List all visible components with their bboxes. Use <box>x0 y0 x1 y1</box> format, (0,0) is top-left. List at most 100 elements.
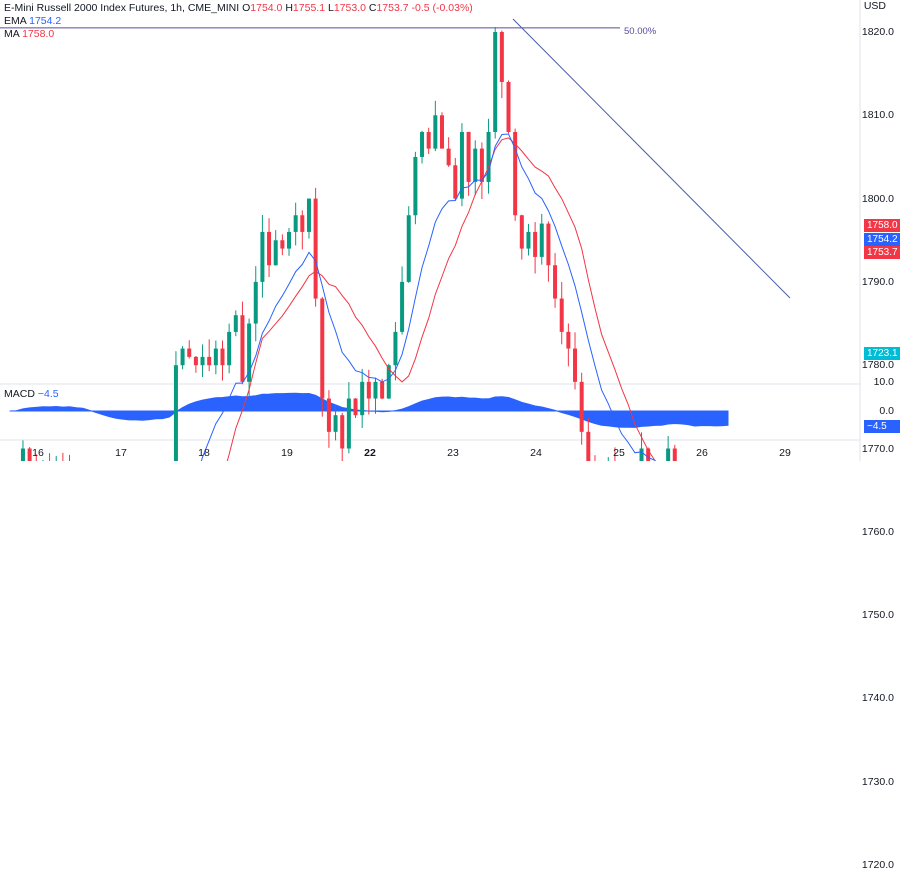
ma-line[interactable] <box>10 137 728 461</box>
candle-body <box>546 223 551 266</box>
time-tick: 29 <box>779 447 791 459</box>
candle-body <box>553 265 558 299</box>
candle-body <box>200 356 205 366</box>
candle-body <box>586 431 591 461</box>
candle-body <box>446 148 451 166</box>
candle-body <box>499 32 504 82</box>
price-tick: 1780.0 <box>861 359 894 372</box>
candle-body <box>579 381 584 432</box>
candle-body <box>380 381 385 399</box>
candle-body <box>287 231 292 249</box>
candle-body <box>539 223 544 257</box>
candle-body <box>187 348 192 357</box>
indicators <box>10 133 728 461</box>
ma-label: MA <box>4 28 20 40</box>
candle-body <box>326 398 331 432</box>
time-tick: 16 <box>32 447 44 459</box>
candle-body <box>280 240 285 249</box>
candle-body <box>247 323 252 382</box>
ma-value: 1758.0 <box>22 28 55 40</box>
symbol-title[interactable]: E-Mini Russell 2000 Index Futures, 1h, C… <box>4 2 240 14</box>
candle-body <box>433 115 438 149</box>
candle-body <box>300 215 305 232</box>
candle-body <box>207 356 212 366</box>
candles <box>20 27 677 461</box>
candle-body <box>360 381 365 416</box>
time-tick: 18 <box>198 447 210 459</box>
time-tick: 17 <box>115 447 127 459</box>
change-value: -0.5 (-0.03%) <box>411 2 473 14</box>
price-tick: 1800.0 <box>861 192 894 205</box>
candle-body <box>313 198 318 299</box>
time-tick: 25 <box>613 447 625 459</box>
candle-body <box>639 448 644 461</box>
low-label: L <box>327 2 334 14</box>
time-tick: 23 <box>447 447 459 459</box>
candle-body <box>340 415 345 449</box>
last-price-tag: 1753.7 <box>864 246 900 259</box>
candle-body <box>559 298 564 332</box>
chart-legend: E-Mini Russell 2000 Index Futures, 1h, C… <box>4 2 473 41</box>
candle-body <box>233 315 238 332</box>
low-value: 1753.0 <box>333 2 366 14</box>
candle-body <box>267 231 272 266</box>
candle-body <box>566 331 571 349</box>
legend-ema-row[interactable]: EMA 1754.2 <box>4 15 473 28</box>
candle-body <box>227 331 232 366</box>
candle-body <box>666 448 671 461</box>
candle-body <box>426 131 431 149</box>
candle-body <box>513 131 518 216</box>
price-tick: 1750.0 <box>861 609 894 622</box>
macd-value: −4.5 <box>37 388 59 400</box>
chart-canvas[interactable] <box>0 0 900 461</box>
candle-body <box>20 448 25 461</box>
close-value: 1753.7 <box>376 2 409 14</box>
price-tick: 1790.0 <box>861 275 894 288</box>
candle-body <box>373 381 378 399</box>
macd-tick: 0.0 <box>879 405 894 417</box>
candle-body <box>366 381 371 399</box>
candle-body <box>413 156 418 216</box>
high-label: H <box>285 2 293 14</box>
candle-body <box>573 348 578 382</box>
candle-body <box>672 448 677 461</box>
ma-price-tag: 1758.0 <box>864 219 900 232</box>
price-tick: 1730.0 <box>861 775 894 788</box>
candle-body <box>180 348 185 366</box>
candle-body <box>473 148 478 182</box>
candle-body <box>346 398 351 449</box>
candle-body <box>273 240 278 266</box>
candle-body <box>646 448 651 461</box>
candle-body <box>213 348 218 366</box>
price-tick: 1760.0 <box>861 525 894 538</box>
drawings <box>0 18 791 299</box>
candle-body <box>466 131 471 182</box>
candle-body <box>260 231 265 282</box>
open-label: O <box>242 2 251 14</box>
ema-price-tag: 1754.2 <box>864 233 900 246</box>
candle-body <box>293 215 298 232</box>
candle-body <box>506 81 511 132</box>
time-tick: 22 <box>364 447 376 459</box>
fib-level-label: 50.00% <box>624 26 657 37</box>
candle-body <box>27 448 32 461</box>
legend-ma-row[interactable]: MA 1758.0 <box>4 28 473 41</box>
time-tick: 19 <box>281 447 293 459</box>
price-tick: 1720.0 <box>861 859 894 871</box>
macd-legend[interactable]: MACD −4.5 <box>4 388 59 400</box>
close-label: C <box>368 2 377 14</box>
candle-body <box>253 281 258 324</box>
candle-body <box>306 198 311 232</box>
candle-body <box>526 231 531 249</box>
candle-body <box>406 215 411 282</box>
level-price-tag: 1723.1 <box>864 347 900 360</box>
ema-value: 1754.2 <box>29 15 62 27</box>
ema-line[interactable] <box>10 133 728 461</box>
downtrend-line[interactable] <box>512 18 791 299</box>
candle-body <box>519 215 524 249</box>
price-tick: 1740.0 <box>861 692 894 705</box>
price-tick: 1810.0 <box>861 109 894 122</box>
open-value: 1754.0 <box>250 2 283 14</box>
time-tick: 26 <box>696 447 708 459</box>
macd-value-tag: −4.5 <box>864 420 900 433</box>
